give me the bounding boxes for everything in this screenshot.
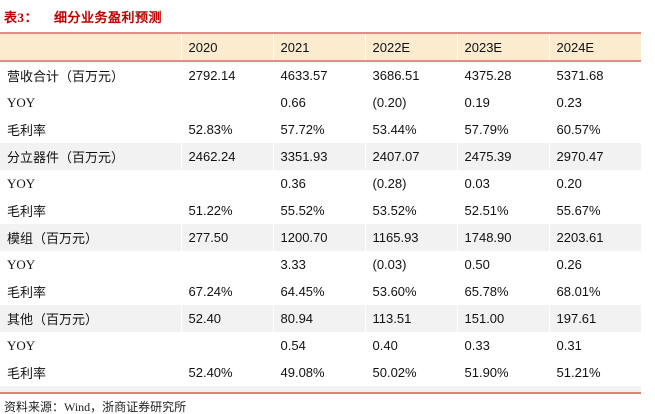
header-row: 2020 2021 2022E 2023E 2024E [0, 33, 641, 62]
cell: (0.28) [364, 170, 457, 197]
cell: 1200.70 [272, 224, 365, 251]
source-note: 资料来源：Wind，浙商证券研究所 [4, 400, 187, 414]
cell: 49.08% [272, 359, 365, 386]
table-row-yoy: YOY 0.36 (0.28) 0.03 0.20 [0, 170, 641, 197]
cell: 0.50 [456, 251, 549, 278]
cell: 0.03 [456, 170, 549, 197]
cell [180, 332, 273, 359]
cell: 52.40 [180, 305, 273, 332]
cell [180, 170, 273, 197]
cell: 50.02% [364, 359, 457, 386]
cell: 2407.07 [364, 143, 457, 170]
cell: (0.03) [364, 251, 457, 278]
table-row-gross-margin: 毛利率 67.24% 64.45% 53.60% 65.78% 68.01% [0, 278, 641, 305]
table-row-gross-margin: 毛利率 52.83% 57.72% 53.44% 57.79% 60.57% [0, 116, 641, 143]
cell: 53.52% [364, 197, 457, 224]
row-label: YOY [7, 94, 36, 110]
cell: 80.94 [272, 305, 365, 332]
cell: 113.51 [364, 305, 457, 332]
cell: (0.20) [364, 89, 457, 116]
table-row-yoy: YOY 3.33 (0.03) 0.50 0.26 [0, 251, 641, 278]
table-title: 表3： 细分业务盈利预测 [4, 7, 162, 26]
cell: 0.19 [456, 89, 549, 116]
row-label: YOY [7, 337, 36, 353]
cell: 67.24% [180, 278, 273, 305]
row-label: 毛利率 [7, 285, 47, 300]
row-label: 毛利率 [7, 366, 47, 381]
cell: 55.67% [548, 197, 641, 224]
cell: 0.66 [272, 89, 365, 116]
table-row-revenue-total: 营收合计（百万元） 2792.14 4633.57 3686.51 4375.2… [0, 61, 641, 89]
header-cell-2023e: 2023E [456, 33, 549, 62]
cell: 60.57% [548, 116, 641, 143]
table-row-yoy: YOY 0.54 0.40 0.33 0.31 [0, 332, 641, 359]
row-label: 毛利率 [7, 123, 47, 138]
cell: 64.45% [272, 278, 365, 305]
row-label: 毛利率 [7, 204, 47, 219]
cell: 68.01% [548, 278, 641, 305]
table-row-gross-margin: 毛利率 51.22% 55.52% 53.52% 52.51% 55.67% [0, 197, 641, 224]
cell: 1165.93 [364, 224, 457, 251]
cell: 0.23 [548, 89, 641, 116]
row-label: 营收合计（百万元） [7, 69, 125, 84]
cell: 1748.90 [456, 224, 549, 251]
table-row-modules: 模组（百万元） 277.50 1200.70 1165.93 1748.90 2… [0, 224, 641, 251]
cell: 2203.61 [548, 224, 641, 251]
cell: 51.90% [456, 359, 549, 386]
header-cell-label [0, 33, 181, 62]
cell: 0.20 [548, 170, 641, 197]
cell: 0.54 [272, 332, 365, 359]
row-label: 模组（百万元） [0, 224, 181, 251]
table-row-discrete-devices: 分立器件（百万元） 2462.24 3351.93 2407.07 2475.3… [0, 143, 641, 170]
table-row-others: 其他（百万元） 52.40 80.94 113.51 151.00 197.61 [0, 305, 641, 332]
cell: 52.83% [180, 116, 273, 143]
cell: 2475.39 [456, 143, 549, 170]
cell: 197.61 [548, 305, 641, 332]
cell: 3.33 [272, 251, 365, 278]
row-label: 分立器件（百万元） [0, 143, 181, 170]
cell: 65.78% [456, 278, 549, 305]
header-cell-2020: 2020 [180, 33, 273, 62]
cell [180, 251, 273, 278]
row-label: YOY [7, 256, 36, 272]
cell: 51.21% [548, 359, 641, 386]
cell: 51.22% [180, 197, 273, 224]
header-cell-2024e: 2024E [548, 33, 641, 62]
spacer-cell [0, 386, 641, 393]
header-cell-2022e: 2022E [364, 33, 457, 62]
table-bottom-spacer [0, 386, 641, 393]
cell: 57.79% [456, 116, 549, 143]
cell: 2792.14 [180, 61, 273, 89]
cell: 53.44% [364, 116, 457, 143]
row-label: 其他（百万元） [0, 305, 181, 332]
cell: 5371.68 [548, 61, 641, 89]
cell: 0.36 [272, 170, 365, 197]
cell: 2462.24 [180, 143, 273, 170]
cell: 55.52% [272, 197, 365, 224]
cell: 151.00 [456, 305, 549, 332]
cell: 0.31 [548, 332, 641, 359]
cell: 52.40% [180, 359, 273, 386]
header-cell-2021: 2021 [272, 33, 365, 62]
table-number: 表3： [4, 10, 39, 25]
cell: 0.40 [364, 332, 457, 359]
cell: 0.26 [548, 251, 641, 278]
cell: 2970.47 [548, 143, 641, 170]
cell: 52.51% [456, 197, 549, 224]
cell [180, 89, 273, 116]
row-label: YOY [7, 175, 36, 191]
cell: 53.60% [364, 278, 457, 305]
table-caption: 细分业务盈利预测 [54, 10, 163, 25]
cell: 3686.51 [364, 61, 457, 89]
forecast-table: 2020 2021 2022E 2023E 2024E 营收合计（百万元） 27… [0, 32, 641, 394]
table-row-gross-margin: 毛利率 52.40% 49.08% 50.02% 51.90% 51.21% [0, 359, 641, 386]
cell: 4633.57 [272, 61, 365, 89]
cell: 277.50 [180, 224, 273, 251]
cell: 0.33 [456, 332, 549, 359]
table-row-yoy: YOY 0.66 (0.20) 0.19 0.23 [0, 89, 641, 116]
cell: 4375.28 [456, 61, 549, 89]
cell: 57.72% [272, 116, 365, 143]
cell: 3351.93 [272, 143, 365, 170]
